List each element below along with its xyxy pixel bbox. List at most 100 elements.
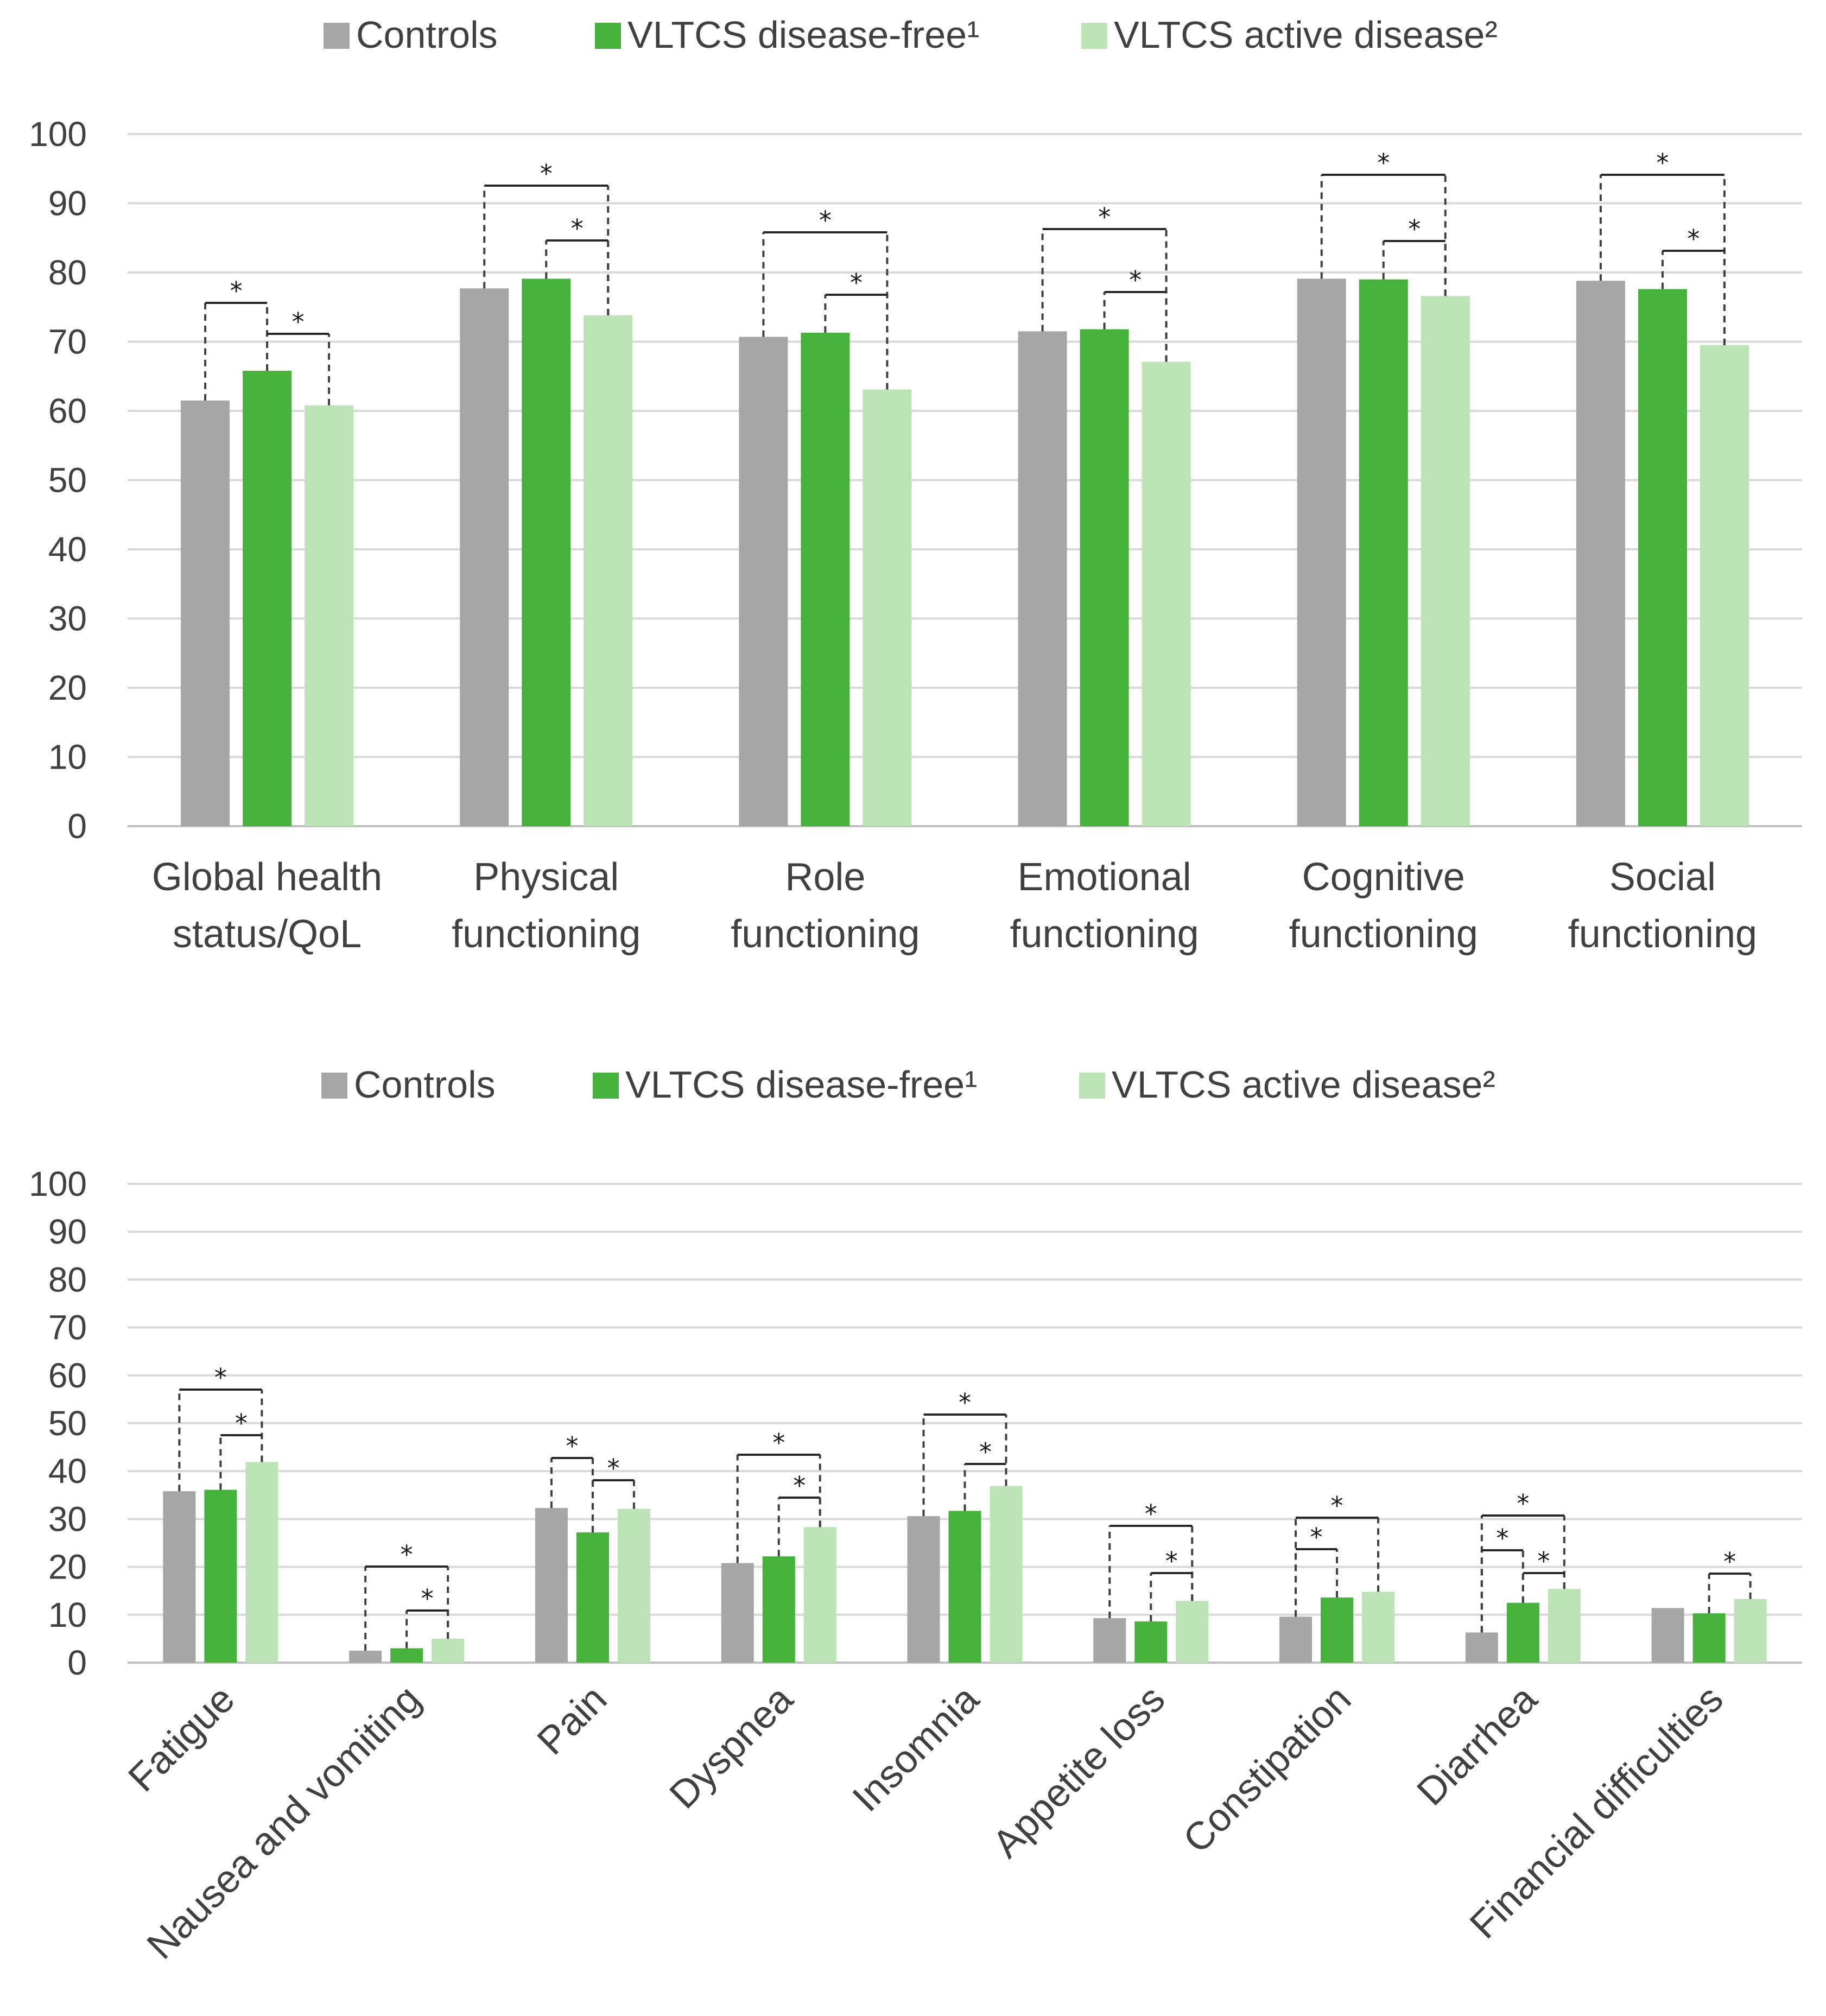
bar-controls (907, 1516, 940, 1663)
y-tick-label: 30 (48, 1499, 87, 1538)
bar-controls (1465, 1632, 1498, 1663)
significance-marker: * (1537, 1546, 1550, 1576)
significance-marker: * (1687, 224, 1700, 253)
bar-controls (1279, 1616, 1313, 1663)
category-label: Emotional (1017, 855, 1191, 899)
bar-controls (535, 1508, 568, 1663)
significance-marker: * (1310, 1523, 1323, 1552)
category-label: functioning (731, 912, 920, 956)
bar-active_disease (1362, 1592, 1395, 1663)
y-tick-label: 100 (29, 1164, 87, 1203)
bar-controls (460, 288, 509, 826)
bar-disease_free (1506, 1602, 1539, 1663)
significance-marker: * (793, 1471, 806, 1500)
significance-marker: * (566, 1431, 578, 1461)
bar-controls (1576, 281, 1625, 826)
category-label: Fatigue (120, 1677, 243, 1800)
significance-marker: * (1165, 1546, 1178, 1576)
category-label: Cognitive (1302, 855, 1465, 899)
bar-disease_free (1321, 1597, 1354, 1663)
y-tick-label: 100 (29, 115, 87, 154)
category-label: functioning (1289, 912, 1478, 956)
category-label: Constipation (1175, 1677, 1360, 1862)
significance-marker: * (772, 1428, 785, 1457)
category-label: Dyspnea (662, 1677, 802, 1817)
y-tick-label: 20 (48, 1548, 87, 1587)
y-tick-label: 80 (48, 1260, 87, 1299)
bar-active_disease (1700, 345, 1749, 826)
significance-marker: * (1145, 1499, 1157, 1529)
y-tick-label: 40 (48, 530, 87, 569)
legend-label-controls: Controls (354, 1063, 496, 1106)
legend-label-disease_free: VLTCS disease-free¹ (625, 1063, 977, 1106)
significance-marker: * (979, 1437, 992, 1467)
significance-marker: * (1723, 1547, 1736, 1576)
significance-marker: * (235, 1409, 248, 1438)
legend-swatch-active_disease (1079, 1073, 1105, 1099)
significance-marker: * (1098, 202, 1111, 232)
legend-label-active_disease: VLTCS active disease² (1112, 1063, 1495, 1106)
bar-controls (1297, 278, 1346, 826)
category-label: Diarrhea (1409, 1677, 1545, 1814)
category-label: functioning (1010, 912, 1199, 956)
category-label: functioning (1568, 912, 1757, 956)
category-label: Global health (152, 855, 382, 899)
bar-disease_free (1638, 289, 1687, 826)
category-label: functioning (452, 912, 641, 956)
y-tick-label: 90 (48, 184, 87, 223)
significance-marker: * (230, 276, 243, 306)
bar-controls (181, 400, 230, 826)
y-tick-label: 0 (67, 807, 87, 846)
significance-marker: * (1377, 148, 1390, 177)
significance-marker: * (421, 1584, 434, 1613)
bar-disease_free (522, 278, 571, 826)
bar-controls (739, 337, 788, 826)
functioning-scales-chart: Controls VLTCS disease-free¹ VLTCS active … (29, 14, 1802, 956)
category-label: Pain (529, 1677, 615, 1763)
legend-label-disease_free: VLTCS disease-free¹ (627, 14, 979, 56)
bar-disease_free (762, 1556, 795, 1663)
bar-active_disease (1548, 1589, 1581, 1663)
significance-marker: * (401, 1540, 413, 1569)
bar-active_disease (803, 1527, 836, 1663)
bar-disease_free (1134, 1621, 1168, 1663)
bar-active_disease (863, 389, 912, 826)
bar-disease_free (204, 1489, 237, 1663)
legend-swatch-controls (321, 1073, 347, 1099)
y-tick-label: 40 (48, 1451, 87, 1491)
bar-controls (1018, 331, 1067, 826)
significance-marker: * (959, 1388, 971, 1417)
bar-active_disease (432, 1638, 465, 1663)
bar-disease_free (948, 1511, 981, 1663)
bar-controls (1093, 1618, 1126, 1663)
bar-disease_free (243, 371, 292, 826)
bar-disease_free (801, 332, 850, 826)
significance-marker: * (819, 206, 832, 235)
significance-marker: * (214, 1363, 227, 1392)
category-label: Social (1609, 855, 1716, 899)
significance-marker: * (850, 268, 863, 297)
category-label: Role (785, 855, 865, 899)
category-label: Appetite loss (985, 1677, 1174, 1866)
bar-active_disease (1142, 362, 1191, 826)
y-tick-label: 50 (48, 1404, 87, 1443)
y-tick-label: 30 (48, 599, 87, 638)
legend-label-active_disease: VLTCS active disease² (1114, 14, 1498, 56)
y-tick-label: 60 (48, 391, 87, 430)
bar-active_disease (1734, 1599, 1767, 1663)
legend-swatch-disease_free (595, 23, 621, 49)
bar-active_disease (990, 1486, 1023, 1663)
y-tick-label: 90 (48, 1212, 87, 1251)
bar-disease_free (576, 1532, 609, 1663)
significance-marker: * (1656, 148, 1669, 177)
significance-marker: * (571, 214, 584, 243)
significance-marker: * (292, 307, 305, 337)
bar-active_disease (1421, 296, 1470, 826)
bar-active_disease (617, 1508, 650, 1663)
y-tick-label: 10 (48, 1595, 87, 1634)
bar-active_disease (584, 315, 633, 826)
bar-controls (163, 1491, 196, 1663)
category-label: Insomnia (845, 1677, 988, 1820)
category-label: status/QoL (173, 912, 362, 956)
significance-marker: * (540, 159, 553, 188)
